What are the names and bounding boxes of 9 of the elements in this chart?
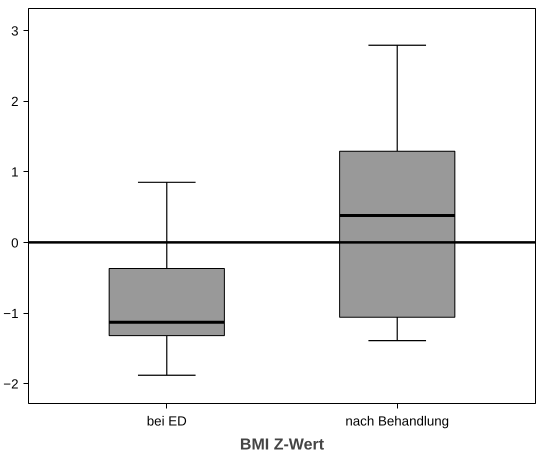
y-tick-label: 1 [11,164,19,180]
x-axis-title: BMI Z-Wert [240,436,325,454]
y-tick-label: 2 [11,94,19,110]
y-tick-label: −2 [3,376,19,392]
y-tick-label: 3 [11,23,19,38]
x-tick-label: nach Behandlung [345,414,450,428]
x-tick-label: bei ED [146,414,187,428]
y-tick-label: −1 [3,306,19,322]
y-tick-label: 0 [11,235,19,250]
